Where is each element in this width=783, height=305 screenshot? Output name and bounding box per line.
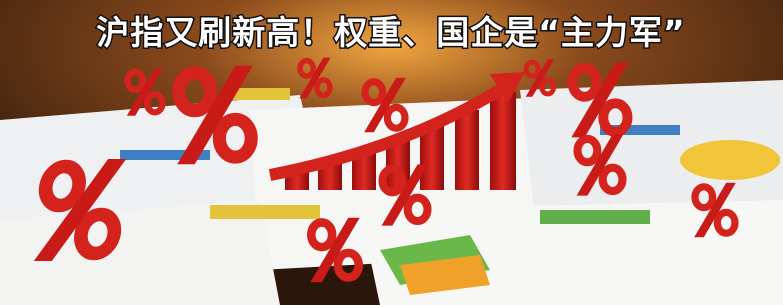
banner-title: 沪指又刷新高！权重、国企是“主力军” <box>96 13 685 52</box>
banner: 沪指又刷新高！权重、国企是“主力军” <box>0 0 783 305</box>
